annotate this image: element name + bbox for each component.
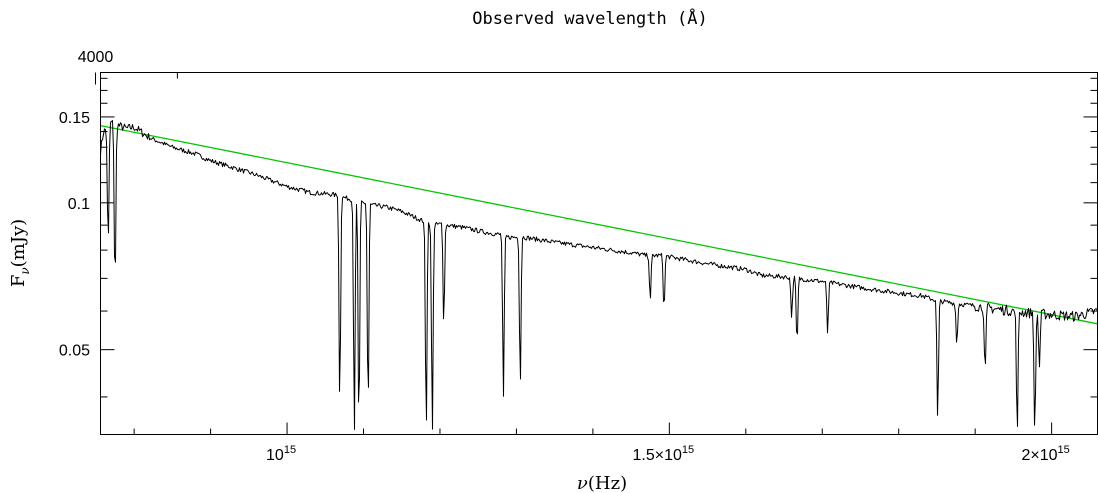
tick-layer [95,72,1098,435]
x-tick-label: 2×1015 [1021,444,1069,464]
x-tick-label: 1.5×1015 [633,444,695,464]
model-fit-line [100,124,1098,325]
spectrum-layer [100,120,1098,430]
observed-spectrum-line [100,120,1098,430]
x-axis-title: ν(Hz) [577,473,627,493]
y-axis-title: Fν(mJy) [8,219,32,287]
label-layer: 10151.5×10152×10158000600040000.150.10.0… [59,49,1070,464]
plot-frame [100,72,1098,435]
model-fit-layer [100,124,1098,325]
top-axis-title: Observed wavelength (Å) [472,7,707,29]
y-tick-label: 0.15 [59,110,90,127]
top-tick-label: 4000 [78,49,114,66]
x-tick-label: 1015 [266,444,296,464]
y-tick-label: 0.1 [68,196,90,213]
y-tick-label: 0.05 [59,343,90,360]
